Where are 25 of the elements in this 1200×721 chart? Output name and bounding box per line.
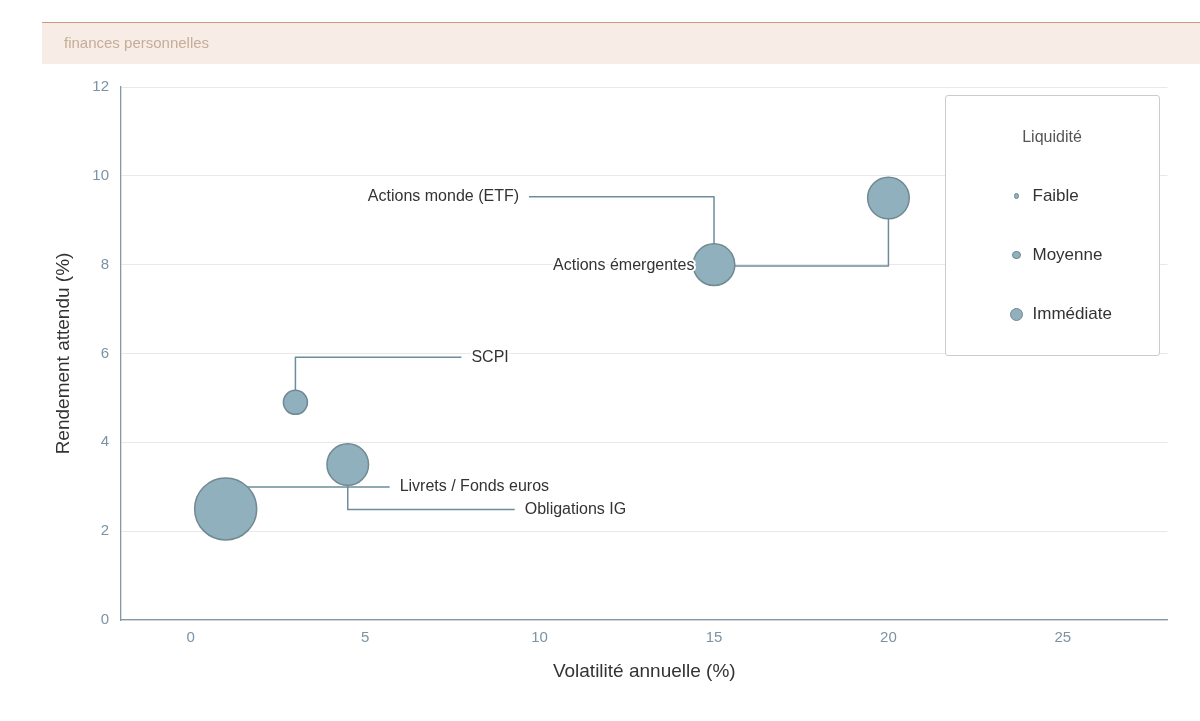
x-tick-label: 10 [531, 628, 548, 646]
x-tick-label: 5 [361, 628, 370, 646]
x-tick-label: 20 [880, 628, 897, 646]
annotation: Actions monde (ETF) [367, 187, 520, 205]
y-tick-label: 12 [92, 77, 109, 95]
header-band: finances personnelles [42, 22, 1200, 64]
x-tick-label: 15 [705, 628, 723, 646]
y-tick-label: 2 [100, 521, 109, 539]
y-tick-label: 10 [92, 165, 109, 183]
y-tick-label: 8 [100, 254, 109, 272]
chart-subtitle: finances personnelles [64, 34, 210, 51]
x-tick-label: 0 [186, 628, 195, 646]
y-tick-label: 0 [100, 610, 109, 628]
annotation: Obligations IG [524, 499, 627, 517]
legend-title: Liquidité [1021, 127, 1083, 147]
legend-label: Immédiate [1032, 304, 1112, 324]
legend-label: Moyenne [1032, 245, 1103, 265]
y-tick-label: 6 [100, 343, 109, 361]
annotation: SCPI [471, 347, 509, 365]
x-tick-label: 25 [1054, 628, 1072, 646]
legend-label: Faible [1032, 186, 1079, 206]
y-axis-title: Rendement attendu (%) [51, 252, 73, 455]
x-axis-title: Volatilité annuelle (%) [552, 659, 736, 681]
y-tick-label: 4 [100, 432, 109, 450]
annotation: Livrets / Fonds euros [399, 477, 550, 495]
